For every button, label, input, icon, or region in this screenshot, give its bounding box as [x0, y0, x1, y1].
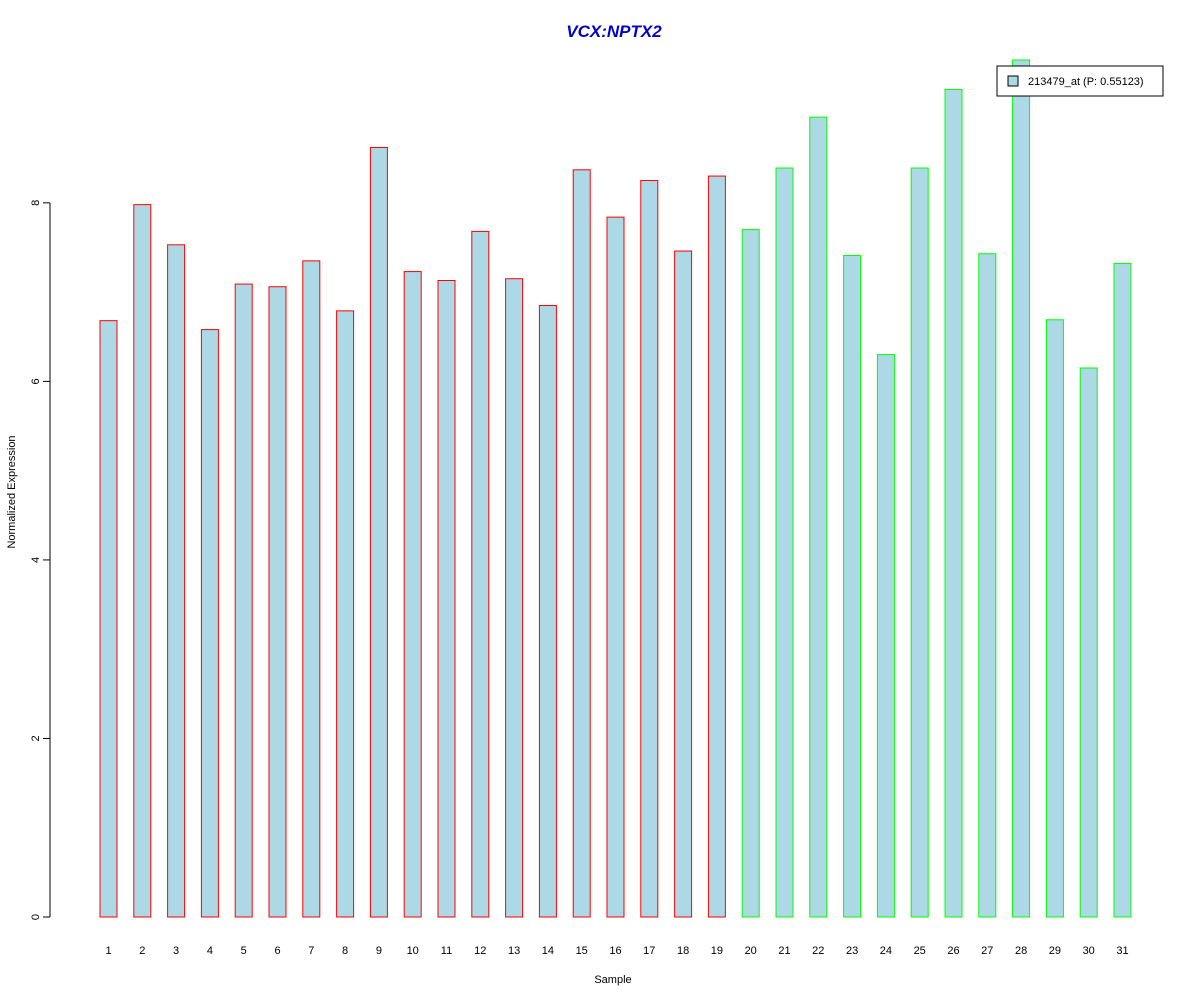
legend-swatch [1007, 75, 1019, 87]
bar-sample-21 [775, 167, 794, 918]
x-tick-label: 8 [342, 945, 348, 957]
x-tick-label: 10 [407, 945, 419, 957]
bar-sample-25 [910, 167, 929, 918]
y-tick-label: 6 [30, 378, 42, 384]
bar-sample-27 [978, 253, 997, 918]
bar-sample-8 [336, 310, 355, 918]
x-tick-label: 3 [173, 945, 179, 957]
bar-sample-19 [707, 175, 726, 918]
bar-sample-3 [167, 244, 186, 918]
bar-sample-18 [674, 250, 693, 918]
bar-sample-24 [876, 354, 895, 918]
bar-sample-31 [1113, 263, 1132, 918]
x-tick-label: 30 [1083, 945, 1095, 957]
bar-sample-6 [268, 286, 287, 918]
x-tick-label: 28 [1015, 945, 1027, 957]
bar-sample-14 [538, 305, 557, 918]
x-tick-label: 14 [542, 945, 554, 957]
x-tick-label: 15 [576, 945, 588, 957]
x-tick-label: 12 [474, 945, 486, 957]
bar-sample-2 [133, 204, 152, 918]
x-tick-label: 25 [914, 945, 926, 957]
bar-sample-20 [741, 229, 760, 918]
legend-entry-label: 213479_at (P: 0.55123) [1028, 76, 1144, 88]
x-tick-label: 27 [981, 945, 993, 957]
bar-sample-23 [843, 255, 862, 918]
bar-sample-11 [437, 280, 456, 918]
y-tick-label: 2 [30, 735, 42, 741]
x-tick-label: 16 [609, 945, 621, 957]
bar-sample-15 [572, 169, 591, 918]
bar-sample-7 [302, 260, 321, 918]
x-tick-label: 26 [947, 945, 959, 957]
x-tick-label: 19 [711, 945, 723, 957]
x-tick-label: 21 [778, 945, 790, 957]
x-axis-tick-labels: 1 2 3 4 5 6 7 8 9 10 11 12 13 14 15 16 17 18 19 20 21 22 23 24 2… [105, 945, 1128, 957]
y-tick-label: 0 [30, 914, 42, 920]
x-tick-label: 17 [643, 945, 655, 957]
y-axis-label: Normalized Expression [6, 435, 18, 548]
bar-sample-26 [944, 88, 963, 918]
x-axis-label: Sample [594, 974, 631, 986]
bar-sample-13 [505, 278, 524, 918]
x-tick-label: 9 [376, 945, 382, 957]
bar-sample-28 [1012, 59, 1031, 918]
x-tick-label: 5 [241, 945, 247, 957]
bar-sample-9 [369, 146, 388, 918]
x-tick-label: 2 [139, 945, 145, 957]
bar-sample-16 [606, 216, 625, 918]
bar-sample-4 [200, 329, 219, 918]
y-axis: 0 2 4 6 8 [30, 200, 51, 920]
x-tick-label: 22 [812, 945, 824, 957]
x-tick-label: 23 [846, 945, 858, 957]
bar-sample-17 [640, 180, 659, 918]
bar-sample-12 [471, 230, 490, 918]
chart-title: VCX:NPTX2 [566, 22, 662, 41]
x-tick-label: 4 [207, 945, 213, 957]
x-tick-label: 1 [105, 945, 111, 957]
x-tick-label: 24 [880, 945, 892, 957]
x-tick-label: 20 [745, 945, 757, 957]
x-tick-label: 18 [677, 945, 689, 957]
legend: 213479_at (P: 0.55123) [996, 65, 1164, 97]
bar-sample-30 [1079, 367, 1098, 918]
bar-sample-1 [99, 320, 118, 918]
x-tick-label: 7 [308, 945, 314, 957]
y-tick-label: 8 [30, 200, 42, 206]
bar-sample-5 [234, 283, 253, 918]
bar-sample-22 [809, 116, 828, 918]
x-tick-label: 11 [441, 945, 452, 957]
bars [99, 59, 1132, 918]
x-tick-label: 6 [274, 945, 280, 957]
x-tick-label: 29 [1049, 945, 1061, 957]
legend-box [996, 65, 1164, 97]
x-tick-label: 31 [1116, 945, 1128, 957]
x-tick-label: 13 [508, 945, 520, 957]
y-tick-label: 4 [30, 557, 42, 563]
bar-sample-10 [403, 271, 422, 918]
bar-sample-29 [1045, 319, 1064, 918]
